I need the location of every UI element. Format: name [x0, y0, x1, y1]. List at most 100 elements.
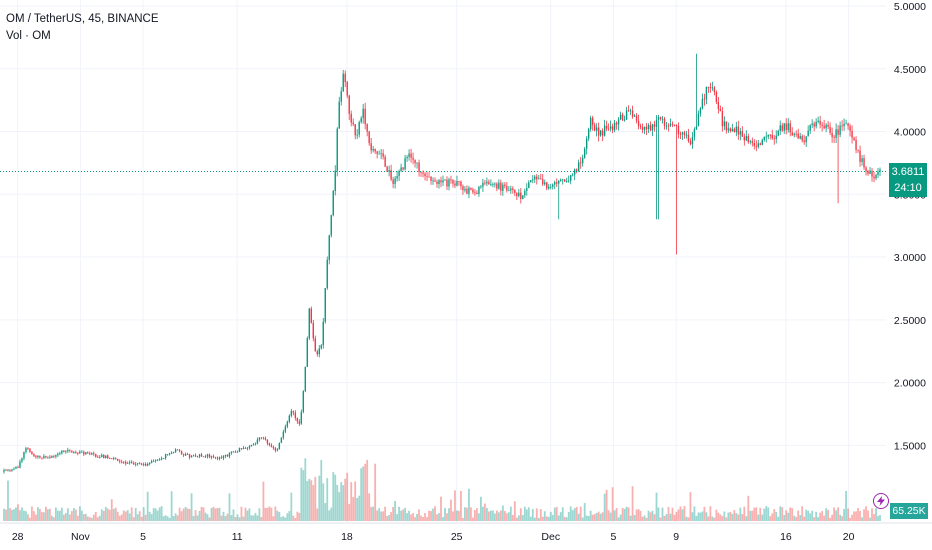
volume-bar [48, 508, 51, 521]
candle-body [424, 173, 426, 177]
candle-body [282, 431, 285, 438]
candle-body [799, 136, 801, 139]
candle-body [747, 136, 749, 143]
candle-body [669, 123, 672, 126]
candle-body [125, 461, 127, 464]
volume-bar [210, 507, 213, 521]
volume-bar [420, 515, 422, 521]
volume-bar [418, 509, 420, 521]
candle-body [246, 447, 249, 449]
candle-body [819, 120, 821, 125]
candle-body [512, 188, 514, 190]
candle-body [119, 460, 121, 462]
volume-bar [791, 508, 794, 521]
candle-body [653, 124, 656, 127]
volume-bar [785, 510, 788, 521]
volume-bar [236, 514, 239, 521]
candle-body [202, 456, 205, 458]
candle-body [123, 461, 125, 463]
candle-body [621, 114, 624, 121]
volume-bar [531, 509, 534, 521]
volume-bar [164, 515, 167, 521]
volume-indicator-label[interactable]: Vol · OM [6, 30, 51, 42]
candle-body [454, 183, 456, 186]
volume-bar [657, 507, 660, 521]
volume-bar [31, 506, 33, 521]
candle-body [404, 158, 406, 170]
volume-bar [729, 511, 732, 521]
candle-body [420, 171, 422, 173]
candle-body [739, 131, 742, 135]
candle-body [697, 113, 700, 127]
candle-body [777, 130, 779, 136]
volume-bar [539, 509, 542, 521]
candle-body [25, 448, 27, 452]
volume-bar [166, 516, 169, 521]
candle-body [657, 117, 660, 120]
volume-bar [655, 492, 658, 521]
candle-body [168, 453, 171, 455]
volume-bar [835, 510, 837, 521]
candle-body [131, 462, 133, 464]
volume-bar [679, 506, 682, 521]
volume-bar [448, 508, 450, 521]
volume-bar [547, 516, 550, 521]
candle-body [174, 449, 177, 453]
candle-body [308, 308, 310, 339]
candle-body [172, 452, 175, 454]
volume-bar [807, 510, 810, 521]
volume-bar [631, 486, 634, 521]
candle-body [490, 184, 492, 186]
volume-bar [775, 511, 778, 521]
volume-bar [318, 475, 321, 521]
candle-body [426, 176, 428, 177]
candle-body [484, 182, 486, 184]
volume-bar [823, 515, 826, 521]
candle-body [358, 122, 360, 135]
candle-body [556, 182, 558, 184]
volume-bar [82, 514, 85, 521]
volume-bar [761, 514, 764, 521]
volume-bar [358, 495, 361, 521]
volume-bar [611, 487, 614, 521]
candle-body [711, 87, 714, 89]
volume-bar [392, 506, 395, 521]
candle-body [57, 453, 59, 456]
symbol-title[interactable]: OM / TetherUS, 45, BINANCE [6, 13, 159, 25]
candle-body [81, 451, 83, 453]
candle-body [266, 439, 269, 444]
candle-body [825, 124, 827, 129]
volume-bar [282, 516, 285, 521]
volume-bar [41, 512, 43, 521]
volume-bar [380, 511, 383, 521]
candle-body [530, 180, 532, 183]
volume-bar [354, 481, 357, 521]
volume-bar [685, 516, 688, 521]
candle-body [685, 134, 688, 136]
volume-bar [288, 511, 291, 521]
candle-body [821, 124, 823, 126]
volume-bar [114, 507, 117, 521]
volume-bar [298, 512, 301, 521]
volume-bar [751, 510, 754, 521]
candle-body [322, 321, 324, 346]
volume-bar [563, 516, 566, 521]
volume-bar [416, 513, 418, 521]
candle-body [19, 461, 21, 468]
candle-body [97, 456, 99, 458]
lightning-bolt-icon[interactable] [873, 493, 889, 509]
candle-body [194, 455, 197, 457]
candle-body [5, 470, 7, 471]
candle-body [83, 451, 85, 455]
candle-body [3, 470, 5, 472]
candle-body [450, 179, 452, 181]
volume-bar [731, 513, 734, 521]
volume-bar [793, 515, 796, 521]
candle-body [510, 188, 512, 191]
volume-bar [366, 459, 369, 521]
volume-bar [260, 517, 263, 521]
volume-bar [537, 517, 540, 521]
volume-bar [527, 507, 530, 521]
